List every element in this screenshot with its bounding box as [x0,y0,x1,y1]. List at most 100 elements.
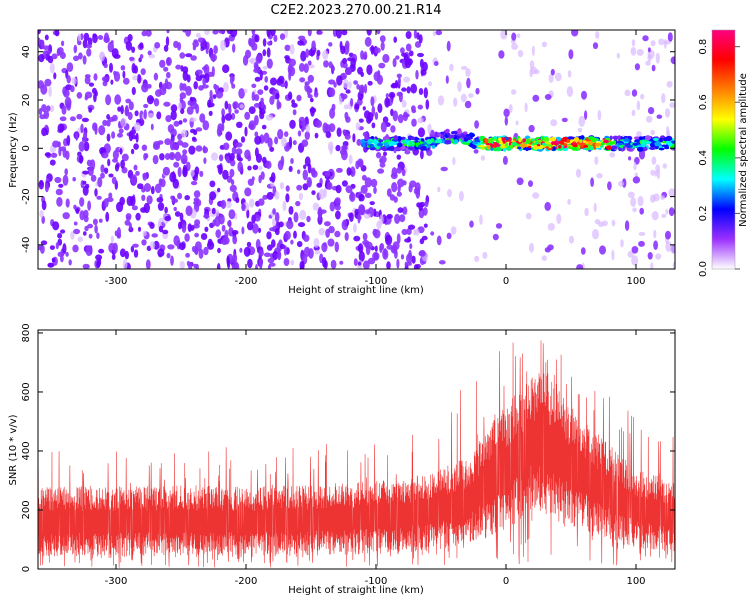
chart-title: C2E2.2023.270.00.21.R14 [270,3,441,18]
spectrogram-noise-cell [328,79,336,85]
spectrogram-noise-cell [202,66,208,71]
spectrogram-noise-cell [91,87,97,94]
spectrogram-noise-cell [83,215,89,223]
spectrogram-noise-cell [284,30,288,39]
spectrogram-noise-cell [262,156,267,164]
spectrogram-noise-cell [341,30,348,36]
spectrogram-noise-cell [651,211,659,221]
spectrogram-noise-cell [401,228,408,236]
spectrogram-noise-cell [665,230,671,240]
spectrogram-noise-cell [111,131,116,139]
spectrogram-noise-cell [414,41,422,48]
spectrogram-noise-cell [577,127,583,133]
spectrogram-noise-cell [38,37,41,46]
spectrogram-noise-cell [77,33,82,42]
spectrogram-noise-cell [345,185,353,194]
spectrogram-noise-cell [666,81,673,88]
spectrogram-noise-cell [304,83,309,92]
spectrogram-noise-cell [253,103,261,108]
spectrogram-noise-cell [232,235,238,245]
spectrogram-noise-cell [344,111,349,120]
spectrogram-noise-cell [178,102,182,111]
spectrogram-noise-cell [52,221,60,231]
spectrogram-noise-cell [186,74,191,83]
spectrogram-echo-cell [640,140,646,145]
spectrogram-noise-cell [284,80,288,89]
spectrogram-noise-cell [362,54,368,60]
spectrogram-noise-cell [114,94,122,105]
spectrogram-noise-cell [259,111,265,120]
spectrogram-echo-cell [510,142,518,147]
spectrogram-noise-cell [402,111,409,122]
spectrogram-noise-cell [498,50,505,59]
spectrogram-noise-cell [232,101,239,109]
spectrogram-noise-cell [62,149,67,158]
spectrogram-noise-cell [246,241,252,248]
spectrogram-noise-cell [327,238,335,247]
spectrogram-noise-cell [128,101,134,111]
spectrogram-noise-cell [428,81,432,87]
spectrogram-noise-cell [111,254,116,260]
spectrogram-noise-cell [203,157,207,164]
spectrogram-noise-cell [181,83,187,91]
spectrogram-noise-cell [466,77,471,89]
spectrogram-noise-cell [213,83,217,90]
colorbar: 0.0 0.2 0.4 0.6 0.8 Normalized spectral ampl… [698,29,749,277]
spectrogram-noise-cell [263,252,271,258]
spectrogram-noise-cell [38,54,45,63]
spectrogram-noise-cell [75,208,80,214]
spectrogram-noise-cell [177,133,183,141]
spectrogram-echo-cell [477,145,485,148]
spectrogram-noise-cell [204,226,209,232]
spectrogram-noise-cell [398,91,403,103]
spectrogram-noise-cell [383,151,387,157]
spectrogram-noise-cell [97,177,103,188]
spectrogram-noise-cell [93,73,98,81]
spectrogram-noise-cell [435,30,443,36]
spectrogram-noise-cell [303,63,309,74]
spectrogram-noise-cell [647,252,653,260]
spectrogram-noise-cell [188,261,193,269]
spectrogram-noise-cell [228,227,234,237]
spectrogram-noise-cell [133,65,138,74]
spectrogram-noise-cell [63,89,70,98]
spectrogram-noise-cell [668,188,675,198]
spectrogram-noise-cell [41,104,47,113]
spectrogram-echo-cell [397,136,402,141]
spectrogram-noise-cell [122,70,126,79]
spectrogram-echo-cell [618,142,624,146]
spectrogram-noise-cell [571,30,579,37]
spectrogram-noise-cell [278,101,282,109]
spectrogram-noise-cell [426,149,433,156]
spectrogram-noise-cell [300,120,306,127]
spectrogram-x-tick-label: -300 [105,276,128,287]
spectrogram-noise-cell [422,61,428,72]
spectrogram-noise-cell [166,30,170,34]
spectrogram-noise-cell [425,99,430,110]
spectrogram-noise-cell [38,179,44,190]
spectrogram-noise-cell [288,136,293,148]
spectrogram-noise-cell [348,154,353,165]
spectrogram-noise-cell [423,223,428,228]
spectrogram-noise-cell [41,200,47,211]
spectrogram-noise-cell [367,257,376,265]
spectrogram-noise-cell [51,257,56,263]
spectrogram-echo-cell [559,141,565,145]
spectrogram-noise-cell [358,84,365,95]
spectrogram-noise-cell [197,37,205,43]
spectrogram-noise-cell [647,54,652,62]
spectrogram-noise-cell [307,74,314,83]
spectrogram-noise-cell [263,132,270,144]
spectrogram-noise-cell [166,252,171,259]
spectrogram-noise-cell [113,70,117,76]
spectrogram-y-tick-label: -20 [21,188,32,204]
spectrogram-noise-cell [85,245,93,257]
spectrogram-noise-cell [358,160,364,168]
spectrogram-noise-cell [78,52,83,60]
spectrogram-noise-cell [128,130,134,142]
spectrogram-echo-cell [490,143,494,148]
spectrogram-noise-cell [41,127,48,137]
spectrogram-echo-cell [420,145,427,151]
spectrogram-noise-cell [237,161,243,173]
spectrogram-noise-cell [199,170,204,177]
